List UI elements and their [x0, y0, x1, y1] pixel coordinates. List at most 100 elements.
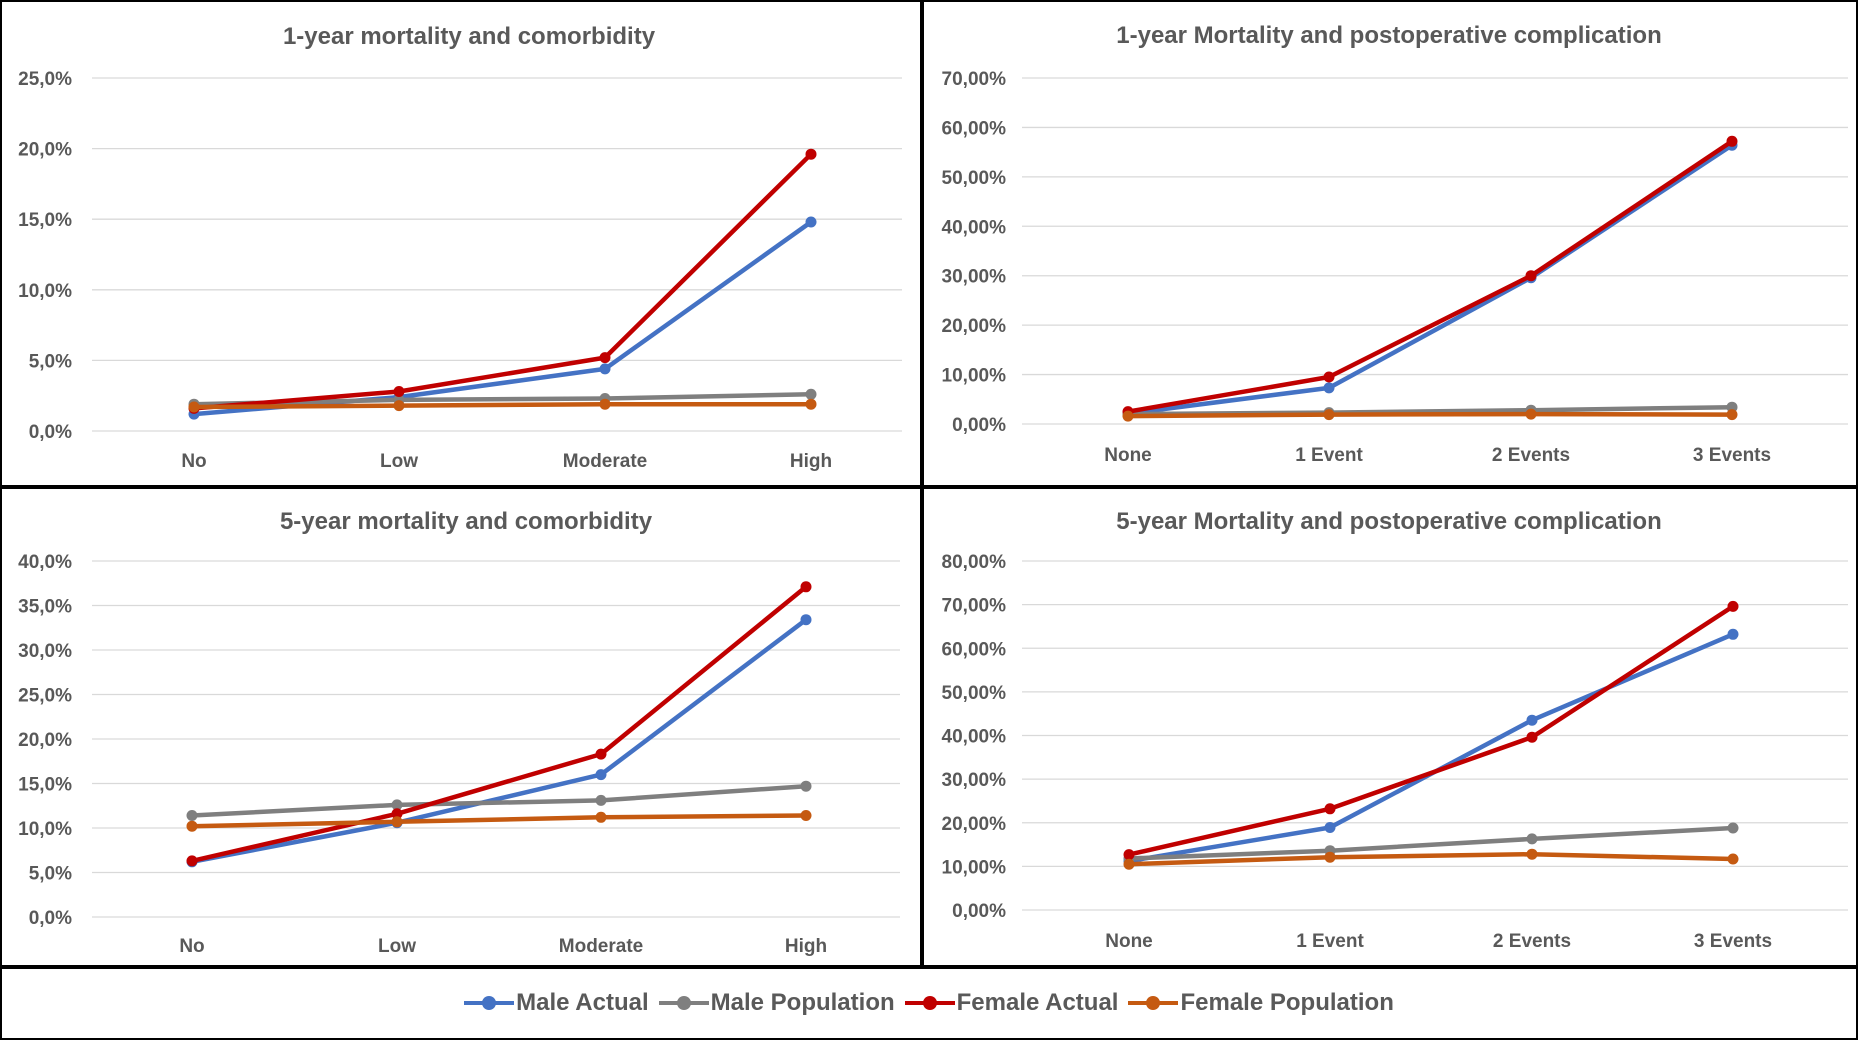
chart-2-x-tick-label: 3 Events	[1693, 445, 1771, 466]
chart-1-series-female-actual-point	[599, 352, 611, 364]
chart-4-series-female-actual-point	[1526, 731, 1538, 743]
chart-2-y-tick-label: 70,00%	[942, 69, 1007, 90]
chart-2-y-tick-label: 40,00%	[942, 217, 1007, 238]
chart-3-series-female-actual-point	[595, 748, 607, 760]
chart-4-x-tick-label: 2 Events	[1493, 931, 1571, 952]
chart-4-title: 5-year Mortality and postoperative compl…	[1116, 508, 1661, 535]
chart-4-series-male-population-point	[1727, 822, 1739, 834]
chart-1-y-tick-label: 20,0%	[18, 140, 72, 161]
legend-item-male-actual: Male Actual	[464, 989, 649, 1017]
chart-3-series-male-actual-point	[595, 769, 607, 781]
legend-label-female-actual: Female Actual	[956, 989, 1119, 1016]
chart-1-series-male-actual-point	[599, 363, 611, 375]
chart-3-y-tick-label: 0,0%	[29, 908, 72, 929]
chart-3-x-tick-label: High	[785, 936, 827, 957]
chart-2-series-female-population-point	[1726, 409, 1738, 421]
chart-4-x-tick-label: 1 Event	[1296, 931, 1364, 952]
chart-1-x-tick-label: Moderate	[563, 451, 647, 472]
chart-3-series-female-actual-point	[800, 581, 812, 593]
chart-4-series-female-population-point	[1324, 851, 1336, 863]
chart-3-series-male-actual-point	[800, 614, 812, 626]
chart-1-series-female-actual-line	[191, 151, 814, 411]
chart-1-series-male-actual-point	[805, 216, 817, 228]
chart-1-series-female-population-line	[191, 401, 814, 410]
chart-3-series-male-population-point	[800, 780, 812, 792]
chart-3-series-female-population-point	[186, 820, 198, 832]
legend-swatch-male-population	[658, 993, 709, 1013]
chart-1-title: 1-year mortality and comorbidity	[283, 23, 656, 50]
chart-2-y-tick-label: 30,00%	[942, 267, 1007, 288]
chart-4-series-male-actual-line	[1126, 632, 1736, 864]
chart-2-series-female-population-point	[1122, 410, 1134, 422]
chart-2-y-tick-label: 10,00%	[942, 366, 1007, 387]
chart-3-x-tick-label: Moderate	[559, 936, 643, 957]
chart-3-series-female-population-line	[189, 813, 809, 829]
chart-4-series-male-population-point	[1526, 833, 1538, 845]
legend-item-female-actual: Female Actual	[904, 989, 1119, 1017]
legend-swatch-female-population	[1128, 993, 1179, 1013]
chart-2-series-male-actual-point	[1323, 382, 1335, 394]
chart-1-y-tick-label: 10,0%	[18, 281, 72, 302]
chart-3-x-tick-label: Low	[378, 936, 416, 957]
chart-4-series-female-population-point	[1526, 848, 1538, 860]
chart-3-y-tick-label: 35,0%	[18, 597, 72, 618]
legend-label-male-population: Male Population	[710, 989, 895, 1016]
chart-2-series-female-actual-line	[1125, 139, 1735, 414]
chart-4-series-female-actual-point	[1324, 803, 1336, 815]
chart-1-x-tick-label: High	[790, 451, 832, 472]
chart-4-y-tick-label: 40,00%	[942, 727, 1007, 748]
chart-3-y-tick-label: 10,0%	[18, 819, 72, 840]
chart-1-y-tick-label: 25,0%	[18, 69, 72, 90]
chart-4-series-female-population-line	[1126, 851, 1736, 867]
chart-2-y-tick-label: 50,00%	[942, 168, 1007, 189]
chart-4-y-tick-label: 50,00%	[942, 683, 1007, 704]
chart-3-series-female-actual-point	[186, 855, 198, 867]
legend-label-male-actual: Male Actual	[516, 989, 649, 1016]
chart-1-series-female-actual-point	[805, 148, 817, 160]
chart-4-y-tick-label: 70,00%	[942, 596, 1007, 617]
chart-4-y-tick-label: 20,00%	[942, 814, 1007, 835]
legend-item-male-population: Male Population	[658, 989, 895, 1017]
chart-2-series-female-actual-point	[1323, 371, 1335, 383]
chart-4-series-female-actual-point	[1727, 600, 1739, 612]
legend-swatch-male-actual	[464, 993, 515, 1013]
chart-1-series-female-population-point	[599, 398, 611, 410]
chart-3-y-tick-label: 40,0%	[18, 552, 72, 573]
chart-4-series-male-actual-point	[1324, 822, 1336, 833]
chart-2-y-tick-label: 20,00%	[942, 316, 1007, 337]
chart-4-series-female-population-point	[1727, 853, 1739, 865]
chart-3-x-tick-label: No	[179, 936, 204, 957]
chart-1-series-female-population-point	[393, 400, 405, 412]
chart-4-series-male-actual-point	[1727, 628, 1739, 640]
chart-1-y-tick-label: 0,0%	[29, 422, 72, 443]
chart-2-series-female-population-line	[1125, 411, 1735, 419]
chart-3-series-male-population-line	[189, 783, 809, 818]
chart-2: 1-year Mortality and postoperative compl…	[942, 22, 1848, 466]
chart-1-y-tick-label: 5,0%	[29, 351, 72, 372]
chart-3-series-female-actual-point	[391, 808, 403, 820]
chart-2-series-female-actual-point	[1525, 270, 1537, 282]
chart-3-series-female-population-point	[595, 811, 607, 823]
chart-3-title: 5-year mortality and comorbidity	[280, 508, 653, 535]
legend-swatch-female-actual	[904, 993, 955, 1013]
legend-item-female-population: Female Population	[1128, 989, 1394, 1017]
chart-3-y-tick-label: 30,0%	[18, 641, 72, 662]
chart-4-y-tick-label: 60,00%	[942, 639, 1007, 660]
chart-4-series-male-actual-point	[1526, 714, 1538, 726]
chart-1-x-tick-label: No	[181, 451, 206, 472]
chart-2-series-male-actual-line	[1125, 142, 1735, 416]
chart-3-series-male-actual-line	[189, 617, 809, 865]
legend: Male Actual Male Population Female Actua…	[0, 970, 1858, 1036]
chart-4-y-tick-label: 10,00%	[942, 857, 1007, 878]
chart-1-series-female-population-point	[805, 398, 817, 410]
panel-background-4	[924, 489, 1856, 965]
chart-4-y-tick-label: 80,00%	[942, 552, 1007, 573]
chart-4-series-female-actual-point	[1123, 849, 1135, 861]
chart-2-x-tick-label: 1 Event	[1295, 445, 1363, 466]
chart-3-series-male-population-point	[595, 794, 607, 806]
chart-1-x-tick-label: Low	[380, 451, 418, 472]
chart-4-y-tick-label: 0,00%	[952, 901, 1006, 922]
chart-2-y-tick-label: 60,00%	[942, 118, 1007, 139]
chart-2-title: 1-year Mortality and postoperative compl…	[1116, 22, 1661, 49]
